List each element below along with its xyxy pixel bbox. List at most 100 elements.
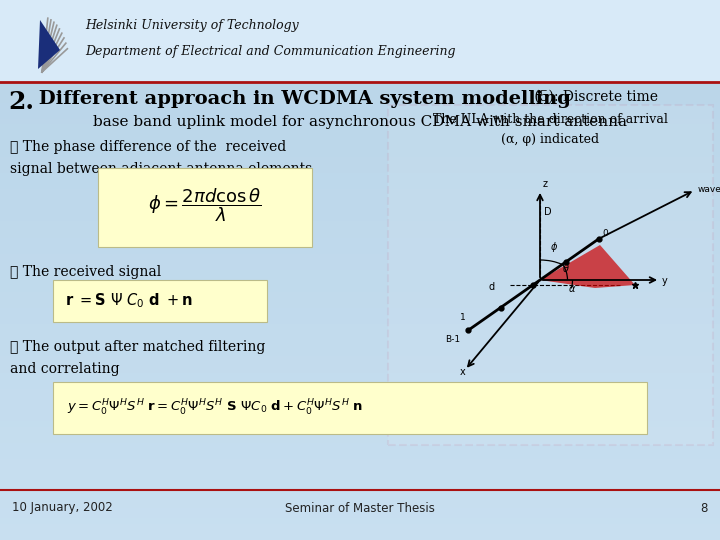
Bar	[0, 27, 720, 32]
Bar	[0, 508, 720, 513]
Bar	[0, 394, 720, 400]
Bar	[0, 470, 720, 475]
Bar	[0, 151, 720, 157]
Bar	[0, 292, 720, 297]
Bar	[0, 86, 720, 92]
Bar	[0, 497, 720, 502]
Bar	[0, 200, 720, 205]
Text: x: x	[460, 367, 466, 377]
Bar	[0, 427, 720, 432]
Bar	[0, 389, 720, 394]
Text: $\phi$: $\phi$	[550, 240, 558, 254]
Text: d: d	[489, 282, 495, 292]
Bar	[0, 362, 720, 367]
Text: 1: 1	[460, 314, 466, 322]
Bar	[0, 416, 720, 421]
FancyBboxPatch shape	[388, 105, 713, 445]
Bar	[0, 81, 720, 86]
Bar	[0, 486, 720, 491]
Text: waveform: waveform	[698, 186, 720, 194]
Text: $\theta$: $\theta$	[562, 262, 570, 274]
Bar	[0, 221, 720, 227]
Bar	[0, 227, 720, 232]
Bar	[0, 432, 720, 437]
Text: 10 January, 2002: 10 January, 2002	[12, 502, 113, 515]
Bar	[0, 130, 720, 135]
Bar	[0, 459, 720, 464]
Bar	[0, 32, 720, 38]
Text: and correlating: and correlating	[10, 362, 120, 376]
Bar	[0, 254, 720, 259]
Bar	[0, 324, 720, 329]
Bar	[0, 76, 720, 81]
Text: The ULA with the direction of arrival: The ULA with the direction of arrival	[433, 113, 667, 126]
Text: ☞ The received signal: ☞ The received signal	[10, 265, 161, 279]
Bar	[0, 502, 720, 508]
Bar	[0, 173, 720, 178]
Bar	[0, 270, 720, 275]
Bar	[0, 421, 720, 427]
Bar	[0, 184, 720, 189]
Bar	[0, 448, 720, 454]
Bar	[0, 351, 720, 356]
Bar	[0, 346, 720, 351]
Bar	[0, 248, 720, 254]
Bar	[0, 313, 720, 319]
Bar	[0, 518, 720, 524]
Bar	[0, 232, 720, 238]
Bar	[0, 443, 720, 448]
Bar	[0, 356, 720, 362]
Bar	[0, 491, 720, 497]
Bar	[0, 92, 720, 97]
Bar	[0, 302, 720, 308]
Bar	[0, 410, 720, 416]
Bar	[0, 119, 720, 124]
Text: D: D	[544, 207, 552, 217]
Bar	[0, 16, 720, 22]
Bar	[0, 59, 720, 65]
Bar	[0, 22, 720, 27]
Text: base band uplink model for asynchronous CDMA with smart antenna: base band uplink model for asynchronous …	[93, 115, 627, 129]
Bar	[0, 367, 720, 373]
Bar	[0, 103, 720, 108]
Text: ☞ The phase difference of the  received: ☞ The phase difference of the received	[10, 140, 287, 154]
Text: (α, φ) indicated: (α, φ) indicated	[501, 133, 599, 146]
FancyBboxPatch shape	[98, 168, 312, 247]
Polygon shape	[540, 245, 635, 288]
Bar	[0, 216, 720, 221]
Text: $\mathbf{r}\ =\mathbf{S}\ \Psi\ C_0\ \mathbf{d}\ +\mathbf{n}$: $\mathbf{r}\ =\mathbf{S}\ \Psi\ C_0\ \ma…	[65, 292, 193, 310]
Bar	[0, 238, 720, 243]
Bar	[0, 400, 720, 405]
Bar	[0, 167, 720, 173]
Bar	[0, 297, 720, 302]
Bar	[0, 481, 720, 486]
Text: signal between adjacent antenna elements: signal between adjacent antenna elements	[10, 162, 312, 176]
Bar	[0, 11, 720, 16]
Text: z: z	[543, 179, 548, 189]
Bar	[0, 265, 720, 270]
Bar	[0, 70, 720, 76]
Bar	[0, 286, 720, 292]
Text: $\phi = \dfrac{2\pi d \cos\theta}{\lambda}$: $\phi = \dfrac{2\pi d \cos\theta}{\lambd…	[148, 187, 262, 224]
Text: y: y	[662, 276, 667, 286]
Bar	[0, 513, 720, 518]
Bar	[0, 437, 720, 443]
Bar	[0, 108, 720, 113]
Polygon shape	[38, 20, 60, 69]
Bar	[0, 243, 720, 248]
Bar	[0, 319, 720, 324]
Bar	[0, 54, 720, 59]
FancyBboxPatch shape	[53, 382, 647, 434]
Bar	[0, 464, 720, 470]
Bar	[0, 373, 720, 378]
Text: 2.: 2.	[8, 90, 34, 114]
Text: Seminar of Master Thesis: Seminar of Master Thesis	[285, 502, 435, 515]
Bar	[0, 405, 720, 410]
Bar	[0, 308, 720, 313]
Bar	[0, 65, 720, 70]
Bar	[0, 535, 720, 540]
Text: ☞ The output after matched filtering: ☞ The output after matched filtering	[10, 340, 266, 354]
Bar	[0, 329, 720, 335]
Bar	[0, 140, 720, 146]
Text: B-1: B-1	[446, 335, 461, 345]
